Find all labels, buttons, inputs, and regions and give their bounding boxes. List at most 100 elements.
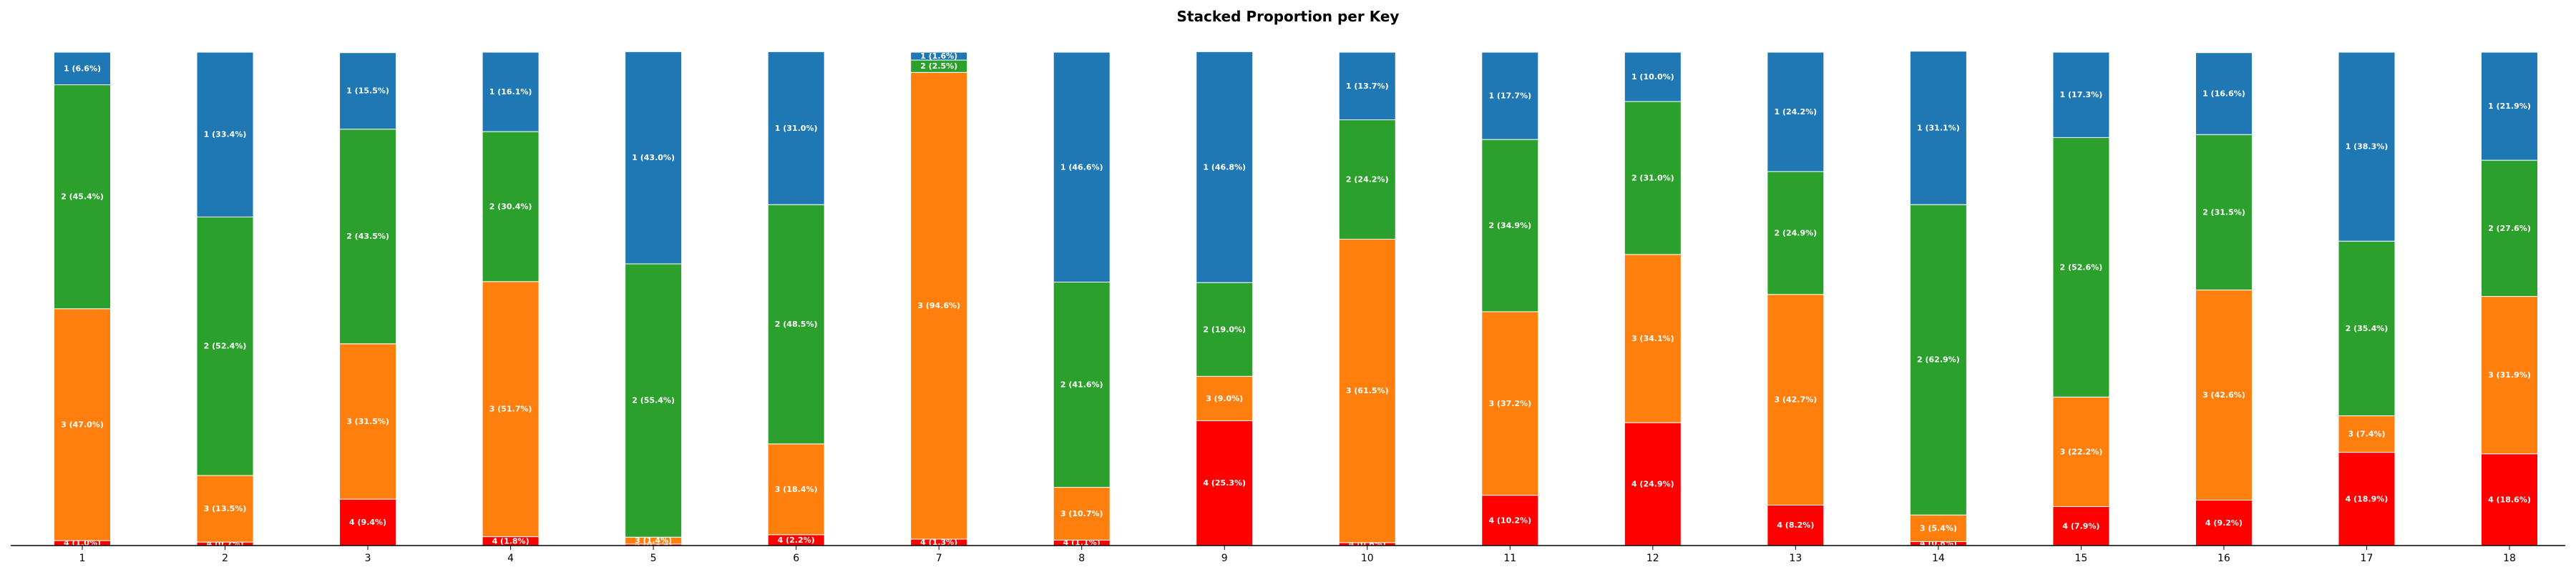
segment-label-1-2: 2 (45.4%)	[61, 192, 104, 202]
bar-segment-9-1	[1196, 51, 1254, 283]
x-tick-label-14: 14	[1932, 553, 1945, 564]
segment-label-11-4: 4 (10.2%)	[1488, 516, 1531, 525]
bar-segment-3-1	[339, 52, 397, 130]
bar-segment-11-2	[1481, 139, 1539, 312]
segment-label-16-1: 1 (16.6%)	[2202, 89, 2245, 98]
segment-label-4-4: 4 (1.8%)	[492, 536, 530, 546]
bar-segment-14-3	[1909, 514, 1967, 542]
segment-label-3-3: 3 (31.5%)	[346, 417, 389, 426]
segment-label-9-2: 2 (19.0%)	[1203, 325, 1246, 334]
segment-label-10-3: 3 (61.5%)	[1346, 386, 1389, 395]
x-tick-label-15: 15	[2074, 553, 2087, 564]
bar-segment-12-2	[1624, 101, 1682, 255]
segment-label-17-2: 2 (35.4%)	[2346, 324, 2389, 333]
bar-segment-5-2	[625, 263, 683, 538]
chart-title: Stacked Proportion per Key	[1177, 8, 1400, 25]
bar-segment-18-2	[2481, 159, 2538, 297]
bar-segment-3-3	[339, 343, 397, 500]
segment-label-11-2: 2 (34.9%)	[1488, 221, 1531, 230]
bar-segment-12-1	[1624, 51, 1682, 102]
x-ticks-layer: 1 2 3 4 5 6 7 8 9 10 11 12 13 14 15 16 17 18	[79, 546, 2516, 564]
x-tick-label-7: 7	[936, 553, 942, 564]
bar-segment-7-3	[910, 72, 968, 540]
segment-label-9-3: 3 (9.0%)	[1206, 394, 1243, 403]
bar-segment-6-3	[767, 443, 825, 536]
segment-label-8-3: 3 (10.7%)	[1060, 509, 1103, 518]
segment-label-18-4: 4 (18.6%)	[2488, 495, 2531, 504]
segment-label-6-4: 4 (2.2%)	[778, 536, 815, 545]
bar-segment-13-1	[1767, 51, 1825, 172]
bar-segment-15-3	[2052, 396, 2110, 507]
segment-label-14-1: 1 (31.1%)	[1917, 123, 1960, 132]
bar-segment-10-1	[1338, 51, 1396, 121]
segment-label-1-1: 1 (6.6%)	[64, 64, 101, 73]
segment-label-5-1: 1 (43.0%)	[632, 153, 675, 162]
bar-segment-8-3	[1053, 487, 1111, 541]
x-tick-label-1: 1	[79, 553, 86, 564]
bar-segment-18-3	[2481, 296, 2538, 455]
bar-segment-13-4	[1767, 504, 1825, 546]
segment-label-17-3: 3 (7.4%)	[2348, 430, 2385, 439]
x-tick-label-13: 13	[1789, 553, 1802, 564]
segment-label-6-1: 1 (31.0%)	[775, 124, 818, 133]
x-tick-label-16: 16	[2218, 553, 2230, 564]
segment-label-13-2: 2 (24.9%)	[1774, 228, 1817, 237]
segment-label-12-4: 4 (24.9%)	[1631, 480, 1674, 489]
segment-label-3-4: 4 (9.4%)	[349, 518, 386, 527]
bar-segment-17-1	[2338, 51, 2396, 242]
segment-label-4-3: 3 (51.7%)	[489, 405, 532, 414]
segment-label-8-1: 1 (46.6%)	[1060, 162, 1103, 172]
bar-segment-11-1	[1481, 51, 1539, 140]
bar-segment-2-3	[196, 475, 254, 543]
bar-segment-17-4	[2338, 452, 2396, 546]
segment-label-9-1: 1 (46.8%)	[1203, 162, 1246, 172]
segment-label-11-1: 1 (17.7%)	[1488, 92, 1531, 101]
bar-segment-18-1	[2481, 51, 2538, 161]
segment-label-16-3: 3 (42.6%)	[2202, 390, 2245, 400]
segment-label-12-2: 2 (31.0%)	[1631, 173, 1674, 182]
x-tick-label-18: 18	[2503, 553, 2516, 564]
segment-label-14-3: 3 (5.4%)	[1920, 523, 1957, 533]
bar-segment-11-3	[1481, 311, 1539, 496]
x-tick-label-5: 5	[650, 553, 657, 564]
segment-label-11-3: 3 (37.2%)	[1488, 399, 1531, 408]
bar-segment-13-2	[1767, 171, 1825, 295]
bar-segment-7-1	[910, 51, 968, 61]
segment-label-3-1: 1 (15.5%)	[346, 87, 389, 96]
x-tick-label-4: 4	[507, 553, 514, 564]
segment-label-5-2: 2 (55.4%)	[632, 396, 675, 405]
segment-label-13-4: 4 (8.2%)	[1777, 521, 1814, 530]
bar-segment-17-3	[2338, 415, 2396, 453]
bars-layer: 4 (1.0%)3 (47.0%)2 (45.4%)1 (6.6%)4 (0.7…	[54, 51, 2538, 549]
segment-label-7-2: 2 (2.5%)	[920, 61, 957, 71]
segment-label-5-3: 3 (1.4%)	[635, 536, 672, 546]
segment-label-6-2: 2 (48.5%)	[775, 320, 818, 329]
bar-segment-4-1	[482, 51, 540, 132]
bar-segment-1-3	[54, 308, 111, 541]
bar-segment-14-1	[1909, 51, 1967, 205]
bar-segment-10-2	[1338, 119, 1396, 240]
bar-segment-10-3	[1338, 239, 1396, 543]
segment-label-18-3: 3 (31.9%)	[2488, 370, 2531, 380]
bar-segment-8-1	[1053, 51, 1111, 283]
segment-label-12-3: 3 (34.1%)	[1631, 334, 1674, 343]
bar-segment-16-4	[2195, 500, 2253, 546]
bar-segment-6-1	[767, 51, 825, 205]
segment-label-18-1: 1 (21.9%)	[2488, 102, 2531, 111]
segment-label-15-2: 2 (52.6%)	[2060, 262, 2103, 272]
segment-label-15-1: 1 (17.3%)	[2060, 90, 2103, 99]
x-tick-label-12: 12	[1646, 553, 1659, 564]
bar-segment-17-2	[2338, 240, 2396, 417]
segment-label-7-3: 3 (94.6%)	[917, 301, 960, 310]
segment-label-2-3: 3 (13.5%)	[204, 504, 247, 513]
bar-segment-15-2	[2052, 137, 2110, 398]
x-tick-label-8: 8	[1078, 553, 1085, 564]
segment-label-17-4: 4 (18.9%)	[2346, 494, 2389, 503]
bar-segment-16-1	[2195, 52, 2253, 135]
bar-segment-13-3	[1767, 294, 1825, 506]
bar-segment-1-1	[54, 51, 111, 86]
segment-label-3-2: 2 (43.5%)	[346, 232, 389, 241]
segment-label-4-1: 1 (16.1%)	[489, 87, 532, 97]
segment-label-8-2: 2 (41.6%)	[1060, 380, 1103, 390]
x-tick-label-10: 10	[1361, 553, 1374, 564]
